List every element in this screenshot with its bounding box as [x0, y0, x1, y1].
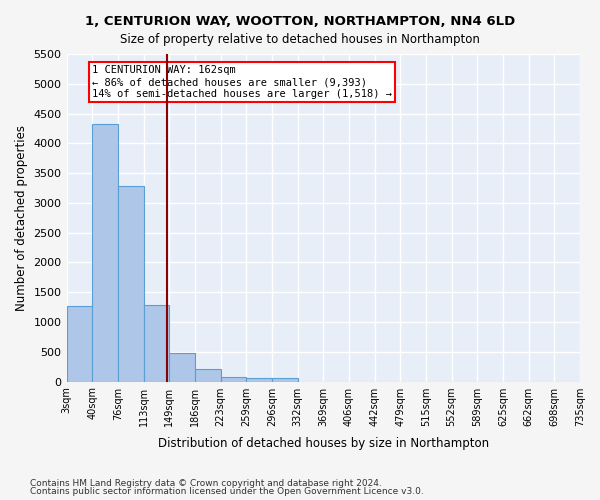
Text: Size of property relative to detached houses in Northampton: Size of property relative to detached ho… [120, 32, 480, 46]
Bar [143, 304, 169, 382]
Text: 1 CENTURION WAY: 162sqm
← 86% of detached houses are smaller (9,393)
14% of semi: 1 CENTURION WAY: 162sqm ← 86% of detache… [92, 66, 392, 98]
Text: Contains public sector information licensed under the Open Government Licence v3: Contains public sector information licen… [30, 487, 424, 496]
Bar [272, 378, 298, 382]
Bar [118, 186, 143, 382]
Text: 1, CENTURION WAY, WOOTTON, NORTHAMPTON, NN4 6LD: 1, CENTURION WAY, WOOTTON, NORTHAMPTON, … [85, 15, 515, 28]
Bar [67, 306, 92, 382]
Bar [92, 124, 118, 382]
Bar [221, 377, 246, 382]
Bar [169, 353, 195, 382]
Text: Contains HM Land Registry data © Crown copyright and database right 2024.: Contains HM Land Registry data © Crown c… [30, 478, 382, 488]
Bar [246, 378, 272, 382]
Bar [195, 369, 221, 382]
Y-axis label: Number of detached properties: Number of detached properties [15, 125, 28, 311]
X-axis label: Distribution of detached houses by size in Northampton: Distribution of detached houses by size … [158, 437, 489, 450]
